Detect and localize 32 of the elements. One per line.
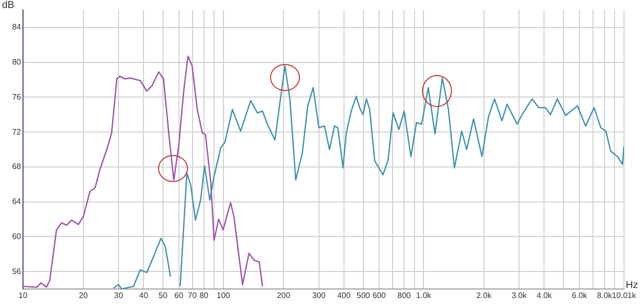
x-tick-label: 600 (372, 291, 386, 300)
x-tick-label: 80 (199, 291, 209, 300)
x-tick-label: 400 (337, 291, 352, 300)
x-tick-label: 30 (114, 291, 124, 300)
y-tick-label: 68 (12, 162, 22, 172)
x-tick-label: 3.0k (512, 291, 528, 300)
y-tick-label: 64 (12, 197, 22, 206)
x-tick-label: 2.0k (476, 291, 492, 300)
y-tick-label: 56 (12, 266, 22, 276)
x-tick-label: 60 (174, 291, 184, 300)
x-tick-label: 1.0k (416, 291, 432, 300)
x-tick-label: 200 (276, 291, 291, 300)
x-tick-label: 300 (312, 291, 326, 300)
x-tick-label: 8.0k (596, 291, 614, 300)
x-tick-label: 40 (139, 291, 149, 300)
x-axis-title: Hz (626, 280, 638, 291)
y-tick-label: 76 (12, 92, 22, 102)
y-tick-label: 80 (12, 58, 22, 67)
x-tick-label: 10 (18, 291, 28, 300)
x-tick-label: 6.0k (572, 291, 588, 300)
y-tick-label: 60 (12, 232, 22, 241)
x-tick-label: 800 (398, 291, 412, 300)
x-tick-label: 50 (158, 291, 168, 300)
x-tick-label: 500 (356, 291, 371, 300)
x-tick-label: 100 (216, 291, 231, 300)
x-tick-label: 4.0k (536, 291, 553, 300)
y-axis-title: dB (2, 0, 15, 11)
x-tick-label: 20 (78, 291, 88, 300)
x-tick-label: 70 (188, 291, 198, 300)
y-tick-label: 72 (12, 127, 22, 136)
x-tick-label: 10.01k (612, 291, 638, 300)
y-tick-label: 84 (12, 22, 22, 32)
